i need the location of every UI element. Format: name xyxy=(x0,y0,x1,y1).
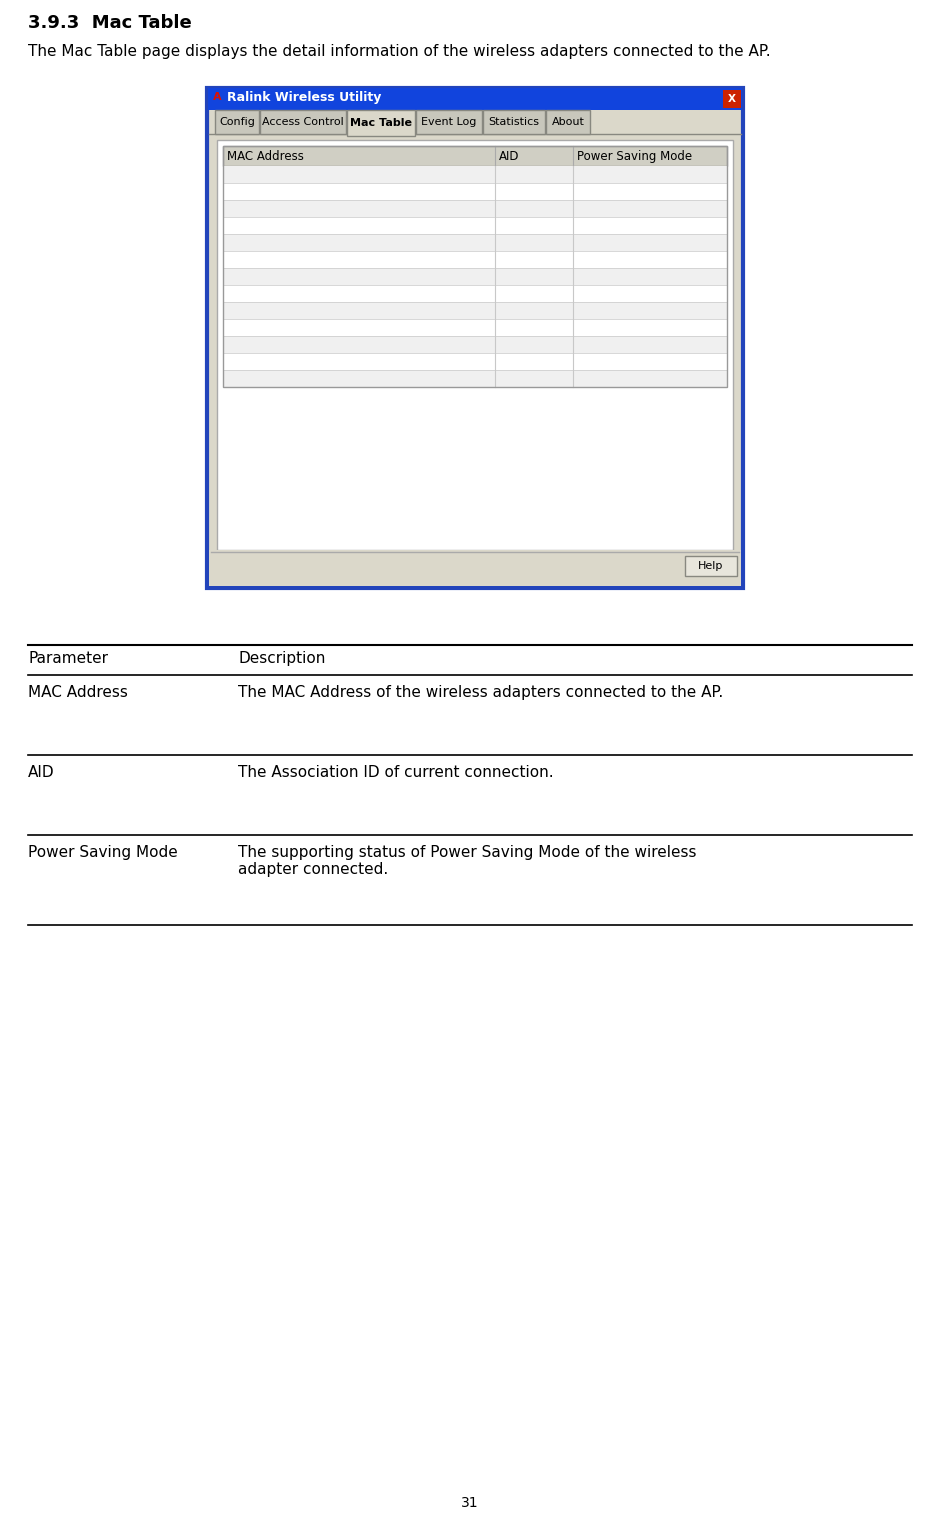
Text: The Mac Table page displays the detail information of the wireless adapters conn: The Mac Table page displays the detail i… xyxy=(28,44,771,59)
Bar xyxy=(223,234,727,250)
Bar xyxy=(223,146,727,387)
Text: About: About xyxy=(552,117,585,128)
Bar xyxy=(223,165,727,184)
Bar xyxy=(223,335,727,354)
Text: Help: Help xyxy=(698,562,724,571)
Bar xyxy=(223,250,727,269)
Text: X: X xyxy=(728,94,736,105)
Text: Event Log: Event Log xyxy=(421,117,477,128)
Text: Description: Description xyxy=(238,651,325,666)
Bar xyxy=(209,550,741,586)
Bar xyxy=(223,217,727,234)
Bar xyxy=(215,109,259,134)
Text: Power Saving Mode: Power Saving Mode xyxy=(577,150,693,162)
Text: Config: Config xyxy=(219,117,255,128)
Text: The supporting status of Power Saving Mode of the wireless
adapter connected.: The supporting status of Power Saving Mo… xyxy=(238,846,697,877)
Bar xyxy=(223,146,727,165)
Text: The Association ID of current connection.: The Association ID of current connection… xyxy=(238,765,554,780)
Bar xyxy=(723,90,741,108)
Text: AID: AID xyxy=(28,765,55,780)
Bar xyxy=(546,109,590,134)
Bar xyxy=(207,88,743,587)
Bar xyxy=(223,319,727,335)
Bar xyxy=(685,556,737,575)
Bar xyxy=(217,140,733,550)
Text: A: A xyxy=(213,93,222,102)
Text: Parameter: Parameter xyxy=(28,651,108,666)
Text: Power Saving Mode: Power Saving Mode xyxy=(28,846,178,861)
Bar xyxy=(223,354,727,370)
Bar xyxy=(223,184,727,200)
Bar xyxy=(260,109,346,134)
Bar xyxy=(483,109,545,134)
Bar xyxy=(223,302,727,319)
Text: 31: 31 xyxy=(462,1497,478,1510)
Bar xyxy=(223,269,727,285)
Bar xyxy=(223,285,727,302)
Text: Access Control: Access Control xyxy=(262,117,344,128)
Text: Ralink Wireless Utility: Ralink Wireless Utility xyxy=(227,91,382,105)
Text: 3.9.3  Mac Table: 3.9.3 Mac Table xyxy=(28,14,192,32)
Text: The MAC Address of the wireless adapters connected to the AP.: The MAC Address of the wireless adapters… xyxy=(238,685,723,700)
Bar xyxy=(347,109,415,137)
Text: AID: AID xyxy=(499,150,520,162)
Bar xyxy=(223,200,727,217)
Text: MAC Address: MAC Address xyxy=(28,685,128,700)
Bar xyxy=(223,370,727,387)
Text: MAC Address: MAC Address xyxy=(227,150,304,162)
Text: Statistics: Statistics xyxy=(489,117,540,128)
Text: Mac Table: Mac Table xyxy=(350,118,412,128)
Bar xyxy=(208,88,742,109)
Bar xyxy=(416,109,482,134)
